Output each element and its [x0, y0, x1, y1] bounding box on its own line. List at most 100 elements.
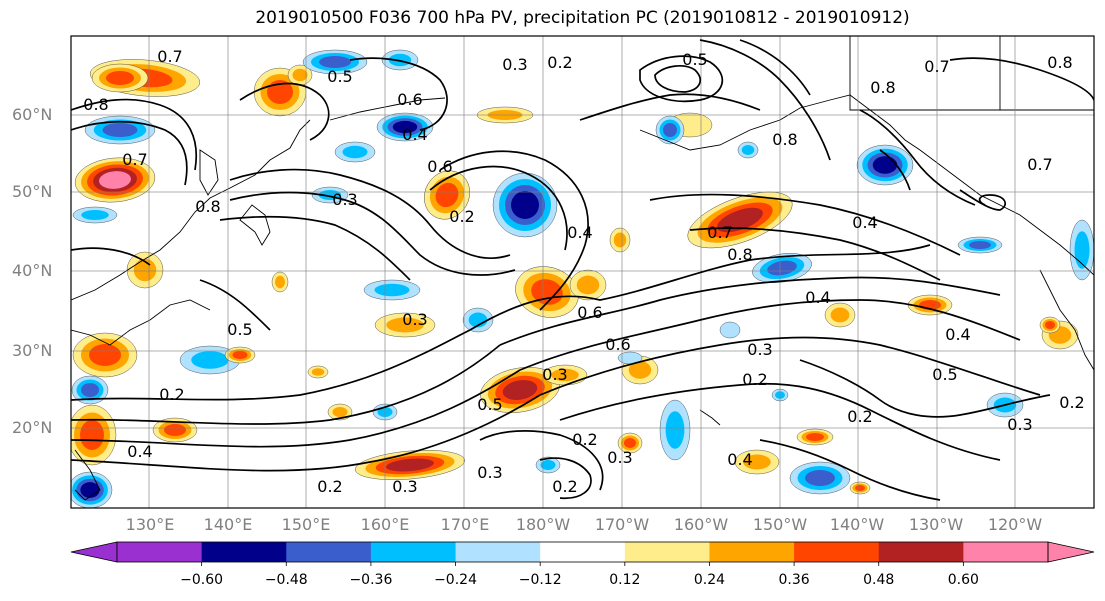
contour-label: 0.3: [1007, 415, 1032, 434]
colorbar-tick-label: 0.36: [778, 572, 810, 588]
contour-label: 0.3: [332, 190, 357, 209]
pv-contour-line: [559, 382, 1001, 461]
pv-contour-line: [699, 39, 831, 161]
contour-label: 0.7: [924, 57, 949, 76]
pv-contour-line: [739, 39, 811, 96]
coastline: [199, 149, 219, 196]
precip-negative-shading: [872, 156, 898, 174]
precip-negative-shading: [969, 241, 991, 249]
pv-contour-line: [199, 279, 271, 331]
precip-positive-shading: [830, 307, 850, 323]
pv-contour-line: [71, 247, 151, 266]
lon-label: 150°E: [281, 515, 331, 534]
precip-positive-shading: [717, 207, 763, 233]
precip-negative-shading: [663, 123, 677, 137]
colorbar-tick-label: −0.60: [180, 572, 224, 588]
colorbar-segment: [624, 542, 710, 562]
precip-positive-shading: [435, 182, 459, 208]
coastline: [1039, 269, 1094, 371]
coastline: [74, 449, 101, 501]
precip-negative-shading: [805, 470, 835, 486]
pv-contour-line: [759, 439, 941, 501]
precip-positive-shading: [89, 344, 121, 366]
lon-label: 130°W: [908, 515, 964, 534]
precip-negative-shading: [468, 312, 488, 328]
pv-contour-line: [879, 149, 911, 191]
precip-positive-shading: [267, 80, 293, 104]
precip-positive-shading: [624, 438, 636, 448]
colorbar-tick-label: −0.48: [264, 572, 308, 588]
contour-label: 0.4: [127, 442, 152, 461]
pv-contour-line: [654, 65, 702, 93]
lat-label: 40°N: [12, 261, 53, 280]
lon-label: 160°E: [360, 515, 410, 534]
pv-contour-line: [71, 394, 541, 472]
precip-positive-shading: [275, 275, 285, 289]
lon-label: 130°E: [125, 515, 175, 534]
pv-contour-line: [649, 193, 961, 256]
precip-negative-shading: [388, 53, 412, 67]
coastline: [779, 94, 1094, 276]
precip-negative-shading: [540, 460, 556, 470]
lon-label: 170°W: [594, 515, 650, 534]
contour-label: 0.4: [852, 213, 877, 232]
colorbar-tick-label: −0.12: [518, 572, 562, 588]
colorbar-segment: [286, 542, 372, 562]
pv-contour-line: [71, 120, 188, 186]
contour-label: 0.2: [547, 53, 572, 72]
pv-contour-line: [949, 57, 1094, 101]
coastline: [699, 409, 721, 426]
precip-positive-shading: [133, 258, 157, 282]
pv-contour-line: [499, 276, 1001, 346]
lon-label: 120°W: [987, 515, 1043, 534]
precip-negative-shading: [102, 123, 138, 137]
contour-label: 0.3: [607, 448, 632, 467]
colorbar-segment: [201, 542, 287, 562]
contour-label: 0.5: [682, 50, 707, 69]
colorbar-min-extension: [70, 541, 118, 563]
contour-label: 0.8: [195, 197, 220, 216]
contour-labels: 0.70.50.3 0.20.60.80.70.80.40.60.30.20.4 0…: [83, 47, 1084, 496]
precip-negative-shading: [81, 210, 109, 220]
colorbar-segment: [794, 542, 880, 562]
pv-contour-line: [539, 336, 1041, 396]
precip-negative-shading: [665, 411, 685, 449]
pv-contour-line: [519, 299, 1021, 371]
colorbar-segment: [540, 542, 626, 562]
map-title: 2019010500 F036 700 hPa PV, precipitatio…: [255, 8, 910, 28]
pv-contours: [71, 39, 1094, 501]
contour-label: 0.3: [502, 55, 527, 74]
precip-positive-shading: [80, 420, 104, 450]
colorbar-frame: [116, 541, 1049, 563]
contour-label: 0.2: [742, 370, 767, 389]
pv-contour-line: [479, 430, 604, 491]
precip-positive-shading: [743, 454, 771, 470]
precip-positive-shading: [232, 351, 248, 359]
precip-negative-shading: [1074, 231, 1090, 269]
coastline: [71, 119, 311, 301]
precip-negative-shading: [191, 351, 229, 369]
contour-label: 0.4: [727, 450, 752, 469]
contour-label: 0.3: [392, 477, 417, 496]
pv-contour-line: [71, 98, 198, 171]
precip-negative-shading: [767, 260, 797, 276]
precip-positive-shading: [386, 317, 424, 333]
contour-label: 0.4: [567, 223, 592, 242]
pv-contour-line: [429, 165, 568, 251]
pv-contour-line: [71, 369, 521, 448]
contour-label: 0.8: [870, 78, 895, 97]
colorbar-tick-label: −0.24: [434, 572, 477, 588]
contour-label: 0.2: [159, 385, 184, 404]
pv-contour-line: [579, 93, 761, 121]
coastline: [71, 299, 211, 346]
pv-contour-line: [239, 82, 330, 141]
contour-label: 0.2: [1059, 393, 1084, 412]
contour-label: 0.8: [772, 130, 797, 149]
precip-negative-shading: [342, 145, 368, 159]
contour-label: 0.8: [83, 95, 108, 114]
precip-positive-shading: [576, 275, 600, 295]
lon-label: 180°W: [515, 515, 571, 534]
pv-contour-line: [469, 244, 931, 331]
pv-contour-line: [689, 227, 941, 281]
contour-label: 0.5: [932, 365, 957, 384]
